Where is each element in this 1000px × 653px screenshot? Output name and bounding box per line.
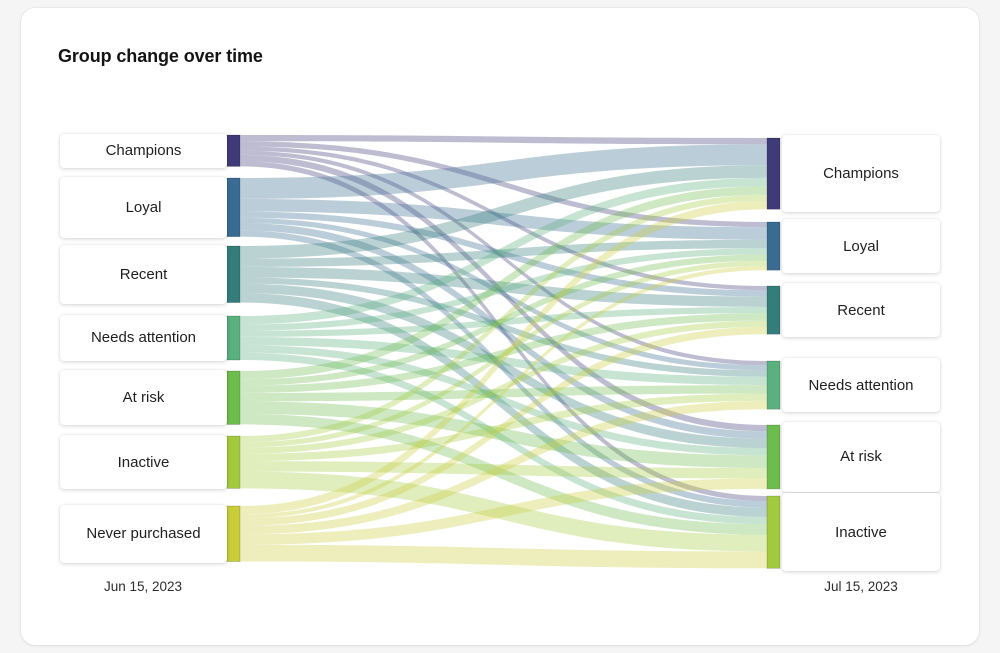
sankey-node-bar[interactable]: [766, 285, 781, 335]
sankey-link[interactable]: [240, 544, 767, 569]
sankey-link[interactable]: [240, 248, 767, 331]
sankey-node-bar[interactable]: [226, 134, 241, 167]
sankey-link[interactable]: [240, 400, 767, 535]
segment-label-text: Loyal: [125, 198, 162, 216]
segment-label-right[interactable]: Champions: [782, 135, 940, 213]
sankey-link[interactable]: [240, 260, 767, 448]
sankey-link[interactable]: [240, 320, 767, 454]
chart-title: Group change over time: [58, 46, 263, 66]
sankey-node-bar[interactable]: [766, 221, 781, 271]
sankey-link[interactable]: [240, 239, 767, 267]
sankey-link[interactable]: [240, 177, 767, 325]
sankey-node-bar[interactable]: [766, 495, 781, 569]
segment-label-text: Loyal: [843, 237, 879, 255]
segment-label-text: Champions: [105, 142, 182, 160]
sankey-link[interactable]: [240, 345, 767, 456]
segment-label-text: Champions: [823, 165, 899, 183]
sankey-link[interactable]: [240, 393, 767, 462]
segment-label-text: Recent: [837, 301, 885, 319]
segment-label-text: Inactive: [117, 453, 170, 471]
right-date-label: Jul 15, 2023: [824, 579, 898, 594]
segment-label-text: At risk: [122, 389, 165, 407]
sankey-node-bar[interactable]: [226, 315, 241, 361]
segment-label-right[interactable]: At risk: [782, 422, 940, 492]
sankey-link[interactable]: [240, 211, 767, 297]
sankey-link[interactable]: [240, 401, 767, 468]
sankey-link[interactable]: [240, 165, 767, 259]
sankey-link[interactable]: [240, 461, 767, 479]
sankey-link[interactable]: [240, 471, 767, 552]
sankey-node-bar[interactable]: [226, 177, 241, 238]
sankey-link[interactable]: [240, 326, 767, 526]
sankey-links-layer: [240, 135, 767, 569]
sankey-nodes-layer: [226, 134, 781, 569]
segment-label-text: Inactive: [835, 523, 887, 541]
sankey-link[interactable]: [240, 265, 767, 519]
segment-label-text: At risk: [840, 448, 882, 466]
sankey-node-bar[interactable]: [226, 505, 241, 562]
sankey-link[interactable]: [240, 161, 767, 502]
sankey-node-bar[interactable]: [766, 360, 781, 410]
left-date-label: Jun 15, 2023: [103, 579, 183, 594]
segment-label-text: Recent: [119, 265, 168, 283]
sankey-link[interactable]: [240, 141, 767, 228]
sankey-link[interactable]: [240, 254, 767, 386]
sankey-node-bar[interactable]: [766, 424, 781, 490]
sankey-link[interactable]: [240, 277, 767, 377]
sankey-link[interactable]: [240, 313, 767, 393]
segment-label-left[interactable]: Recent: [60, 245, 227, 304]
segment-label-left[interactable]: Loyal: [60, 177, 227, 238]
sankey-link[interactable]: [240, 135, 767, 145]
segment-label-right[interactable]: Loyal: [782, 219, 940, 274]
sankey-link[interactable]: [240, 223, 767, 439]
sankey-node-bar[interactable]: [226, 370, 241, 425]
segment-label-text: Needs attention: [808, 376, 914, 394]
sankey-link[interactable]: [240, 352, 767, 525]
sankey-link[interactable]: [240, 266, 767, 307]
sankey-link[interactable]: [240, 217, 767, 371]
sankey-link[interactable]: [240, 154, 767, 432]
sankey-link[interactable]: [240, 306, 767, 337]
sankey-link[interactable]: [240, 146, 767, 291]
segment-label-text: Never purchased: [86, 525, 201, 543]
sankey-link[interactable]: [240, 150, 767, 366]
segment-label-text: Needs attention: [90, 329, 197, 347]
sankey-link[interactable]: [240, 293, 767, 517]
sankey-link[interactable]: [240, 385, 767, 402]
sankey-link[interactable]: [240, 336, 767, 386]
sankey-node-bar[interactable]: [766, 137, 781, 210]
segment-label-left[interactable]: Needs attention: [60, 315, 227, 361]
sankey-link[interactable]: [240, 186, 767, 380]
sankey-link[interactable]: [240, 194, 767, 443]
sankey-link[interactable]: [240, 230, 767, 508]
segment-label-right[interactable]: Recent: [782, 283, 940, 338]
sankey-link[interactable]: [240, 478, 767, 545]
sankey-link[interactable]: [240, 198, 767, 240]
sankey-node-bar[interactable]: [226, 435, 241, 489]
sankey-node-bar[interactable]: [226, 245, 241, 303]
segment-label-left[interactable]: Champions: [60, 133, 227, 168]
segment-label-left[interactable]: At risk: [60, 370, 227, 426]
segment-label-right[interactable]: Needs attention: [782, 358, 940, 413]
sankey-link[interactable]: [240, 413, 767, 535]
segment-label-left[interactable]: Never purchased: [60, 505, 227, 563]
segment-label-left[interactable]: Inactive: [60, 435, 227, 490]
sankey-link[interactable]: [240, 200, 767, 515]
sankey-link[interactable]: [240, 283, 767, 449]
segment-label-right[interactable]: Inactive: [782, 493, 940, 572]
sankey-link[interactable]: [240, 144, 767, 199]
